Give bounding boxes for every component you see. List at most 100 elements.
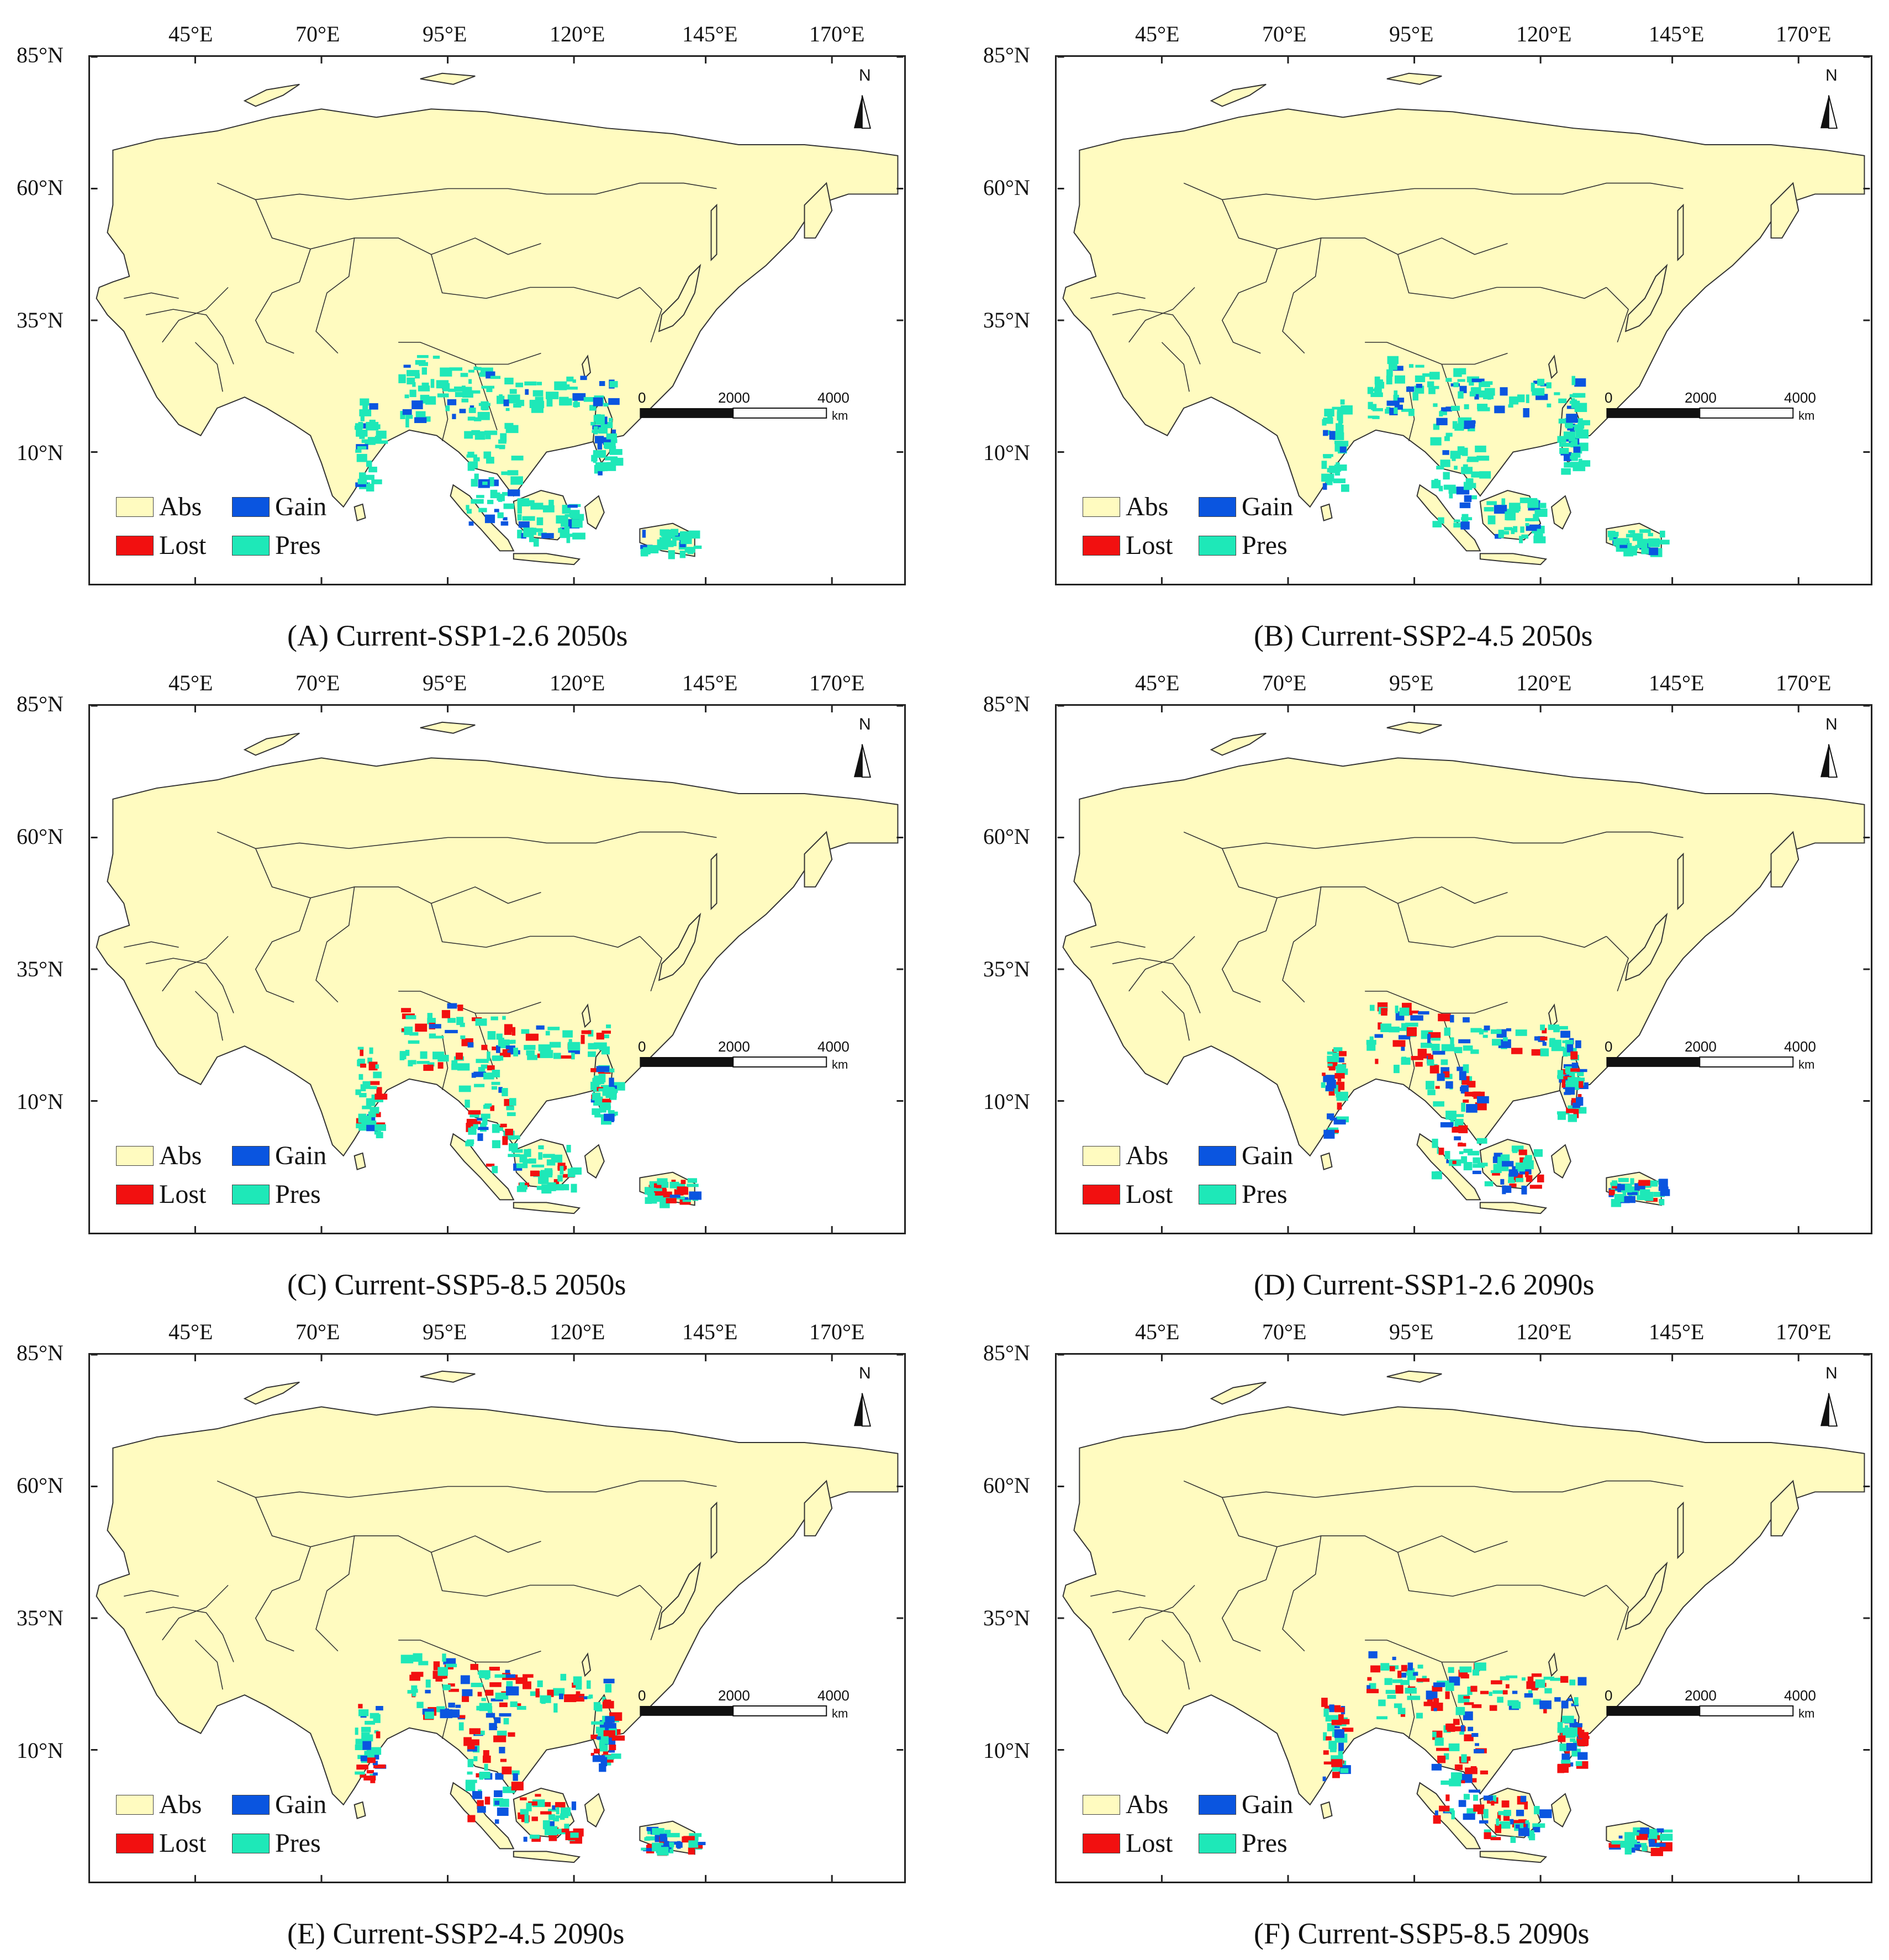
- pres-patch: [474, 1084, 485, 1087]
- gain-patch: [503, 517, 508, 521]
- gain-patch: [1413, 1672, 1418, 1676]
- gain-patch: [1574, 1069, 1587, 1073]
- gain-patch: [452, 414, 456, 419]
- lost-patch: [423, 1064, 434, 1071]
- pres-patch: [1571, 453, 1575, 457]
- lost-patch: [490, 1105, 495, 1111]
- country-border: [1606, 287, 1629, 343]
- lost-patch: [367, 1757, 376, 1763]
- landmass: [1320, 503, 1333, 522]
- pres-patch: [442, 1653, 446, 1662]
- lost-patch: [1503, 1814, 1510, 1821]
- pres-patch: [1334, 1085, 1338, 1094]
- gain-patch: [558, 1693, 564, 1699]
- lost-patch: [1638, 1180, 1650, 1186]
- lost-patch: [535, 1794, 541, 1797]
- lost-patch: [468, 1110, 481, 1115]
- country-border: [1221, 897, 1278, 1003]
- pres-patch: [1564, 462, 1577, 468]
- gain-patch: [402, 409, 412, 415]
- legend-swatch-gain: [1199, 1794, 1236, 1815]
- pres-patch: [1660, 1829, 1673, 1833]
- lon-label: 170°E: [1776, 1319, 1832, 1344]
- lost-patch: [1464, 1734, 1474, 1741]
- gain-patch: [1463, 1017, 1470, 1023]
- landmass: [353, 1801, 366, 1820]
- pres-patch: [360, 1084, 366, 1092]
- pres-patch: [359, 1092, 367, 1097]
- legend-item-pres: Pres: [232, 1179, 321, 1209]
- pres-patch: [1516, 1177, 1524, 1182]
- landmass: [1210, 732, 1267, 756]
- gain-patch: [1476, 1096, 1489, 1103]
- pres-patch: [1386, 369, 1393, 377]
- gain-patch: [571, 1801, 577, 1810]
- pres-patch: [501, 471, 510, 476]
- lost-patch: [609, 1744, 616, 1751]
- pres-patch: [1459, 1666, 1472, 1673]
- lost-patch: [499, 1702, 508, 1708]
- gain-patch: [1615, 1184, 1625, 1191]
- country-border: [398, 341, 541, 365]
- pres-patch: [1563, 1048, 1568, 1057]
- lost-patch: [540, 1811, 552, 1815]
- pres-patch: [1389, 362, 1397, 371]
- pres-patch: [1554, 392, 1560, 395]
- gain-patch: [460, 1675, 470, 1684]
- pres-patch: [1527, 499, 1539, 508]
- gain-patch: [1474, 1749, 1485, 1753]
- legend-swatch-abs: [116, 496, 154, 517]
- pres-patch: [553, 1818, 560, 1822]
- lost-patch: [356, 1764, 368, 1770]
- pres-patch: [1482, 1034, 1488, 1038]
- pres-patch: [608, 464, 613, 471]
- gain-patch: [1323, 430, 1328, 436]
- pres-patch: [1341, 484, 1349, 492]
- lost-patch: [1501, 1800, 1510, 1808]
- pres-patch: [473, 366, 478, 371]
- lost-patch: [493, 1735, 506, 1742]
- pres-patch: [465, 1779, 477, 1783]
- pres-patch: [1453, 382, 1459, 388]
- pres-patch: [647, 545, 661, 551]
- pres-patch: [1429, 372, 1440, 380]
- legend-swatch-abs: [1083, 1145, 1120, 1166]
- lon-label: 45°E: [168, 1319, 213, 1344]
- pres-patch: [600, 1034, 609, 1039]
- pres-patch: [482, 1116, 488, 1126]
- lost-patch: [535, 1688, 540, 1698]
- pres-patch: [1561, 1715, 1574, 1723]
- landmass: [353, 1152, 366, 1171]
- lost-patch: [1579, 1081, 1584, 1088]
- north-arrow-icon: [861, 1393, 872, 1427]
- lost-patch: [376, 1731, 381, 1739]
- pres-patch: [1641, 548, 1653, 554]
- pres-patch: [462, 390, 473, 398]
- pres-patch: [668, 550, 675, 559]
- pres-patch: [1492, 1690, 1506, 1694]
- country-border: [162, 936, 229, 992]
- lost-patch: [505, 1128, 514, 1136]
- scalebar-white: [732, 1705, 827, 1716]
- pres-patch: [1607, 531, 1616, 537]
- pres-patch: [467, 1758, 474, 1767]
- gain-patch: [1366, 1685, 1371, 1689]
- lost-patch: [525, 1033, 539, 1041]
- pres-patch: [1557, 1070, 1564, 1080]
- lost-patch: [688, 1847, 695, 1855]
- scalebar-label: 0: [1605, 1038, 1613, 1055]
- pres-patch: [496, 1033, 503, 1040]
- pres-patch: [533, 538, 539, 547]
- pres-patch: [524, 1814, 529, 1824]
- pres-patch: [1569, 434, 1574, 442]
- pres-patch: [427, 1062, 435, 1067]
- pres-patch: [400, 1655, 414, 1663]
- landmass: [1416, 1133, 1481, 1201]
- lost-patch: [1427, 1697, 1433, 1704]
- pres-patch: [609, 449, 622, 455]
- gain-patch: [1450, 1015, 1454, 1023]
- lost-patch: [1511, 1048, 1523, 1054]
- pres-patch: [672, 536, 683, 541]
- gain-patch: [477, 1118, 487, 1121]
- pres-patch: [1469, 391, 1476, 397]
